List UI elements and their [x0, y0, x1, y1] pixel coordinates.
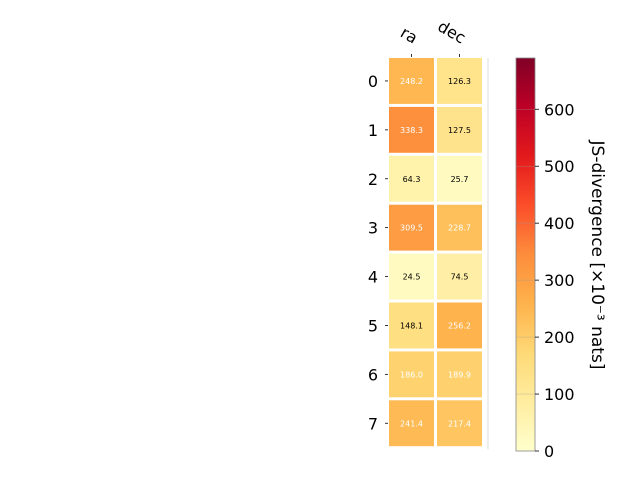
colorbar-tick-label: 200: [544, 328, 575, 347]
cell-value-label: 74.5: [451, 273, 469, 282]
heatmap-cell: [389, 400, 434, 447]
cell-value-label: 241.4: [400, 419, 423, 428]
cell-value-label: 127.5: [448, 126, 471, 135]
row-tick-label: 6: [368, 365, 378, 384]
row-tick-label: 3: [368, 219, 378, 238]
heatmap-cell: [389, 155, 434, 202]
cell-value-label: 228.7: [448, 224, 471, 233]
row-tick-label: 4: [368, 268, 378, 287]
colorbar-label: JS-divergence [×10⁻³ nats]: [587, 140, 607, 370]
row-tick-label: 0: [368, 72, 378, 91]
heatmap-cell: [437, 155, 482, 202]
heatmap-cell: [437, 253, 482, 300]
colorbar-tick-label: 300: [544, 271, 575, 290]
cell-value-label: 189.9: [448, 370, 471, 379]
cell-value-label: 217.4: [448, 419, 471, 428]
colorbar-tick-label: 0: [544, 442, 554, 461]
heatmap-cell: [389, 253, 434, 300]
heatmap-cell: [389, 351, 434, 398]
cell-value-label: 126.3: [448, 77, 471, 86]
heatmap-cell: [389, 302, 434, 349]
heatmap-cell: [437, 302, 482, 349]
heatmap-cell: [389, 204, 434, 251]
cell-value-label: 256.2: [448, 321, 471, 330]
heatmap-cell: [389, 106, 434, 153]
colorbar-gradient: [515, 57, 536, 452]
heatmap-cell: [437, 204, 482, 251]
cell-value-label: 309.5: [400, 224, 423, 233]
heatmap-cell: [437, 400, 482, 447]
heatmap-cell: [437, 106, 482, 153]
row-tick-label: 7: [368, 414, 378, 433]
cell-value-label: 338.3: [400, 126, 423, 135]
heatmap-cell: [437, 351, 482, 398]
column-tick-label: dec: [435, 17, 469, 48]
cell-value-label: 64.3: [403, 175, 421, 184]
row-tick-label: 1: [368, 121, 378, 140]
heatmap-cell: [437, 58, 482, 104]
heatmap-cell: [389, 58, 434, 104]
colorbar-tick-label: 600: [544, 100, 575, 119]
colorbar: 0 100 200 300 400 500 600 JS-divergence [×10⁻³ …: [515, 57, 607, 461]
cell-value-label: 248.2: [400, 77, 423, 86]
cell-value-label: 24.5: [403, 273, 421, 282]
cell-value-label: 25.7: [451, 175, 469, 184]
cell-value-label: 186.0: [400, 370, 423, 379]
colorbar-tick-label: 100: [544, 385, 575, 404]
row-tick-label: 5: [368, 316, 378, 335]
colorbar-tick-label: 500: [544, 157, 575, 176]
row-tick-label: 2: [368, 170, 378, 189]
cell-value-label: 148.1: [400, 321, 423, 330]
colorbar-tick-label: 400: [544, 214, 575, 233]
column-tick-label: ra: [397, 23, 421, 48]
